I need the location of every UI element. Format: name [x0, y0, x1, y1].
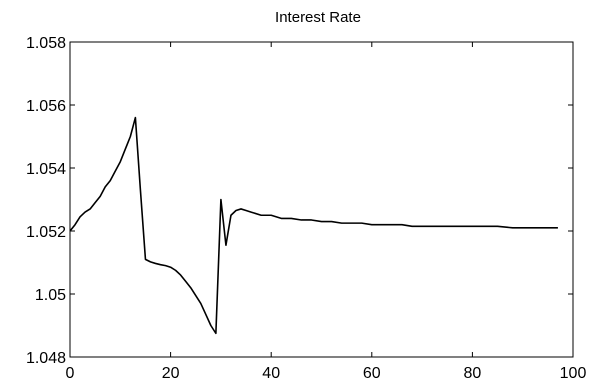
- y-tick-label: 1.05: [35, 287, 66, 304]
- y-tick-label: 1.054: [26, 161, 66, 178]
- y-axis: 1.048 1.05 1.052 1.054 1.056 1.058: [26, 35, 573, 367]
- plot-area-frame: [69, 41, 574, 358]
- x-tick-label: 40: [262, 365, 280, 382]
- y-tick-label: 1.052: [26, 224, 66, 241]
- chart-title: Interest Rate: [275, 9, 361, 26]
- x-axis: 0 20 40 60 80 100: [66, 42, 587, 382]
- x-tick-label: 80: [464, 365, 482, 382]
- y-tick-label: 1.056: [26, 98, 66, 115]
- x-tick-label: 100: [560, 365, 587, 382]
- x-tick-label: 20: [162, 365, 180, 382]
- y-tick-label: 1.048: [26, 350, 66, 367]
- x-tick-label: 0: [66, 365, 75, 382]
- y-tick-label: 1.058: [26, 35, 66, 52]
- series-line-interest-rate: [69, 116, 558, 335]
- x-tick-label: 60: [363, 365, 381, 382]
